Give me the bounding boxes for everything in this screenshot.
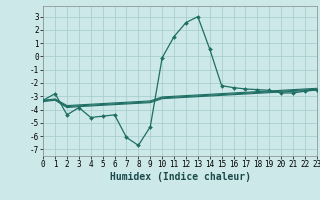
X-axis label: Humidex (Indice chaleur): Humidex (Indice chaleur) (109, 172, 251, 182)
